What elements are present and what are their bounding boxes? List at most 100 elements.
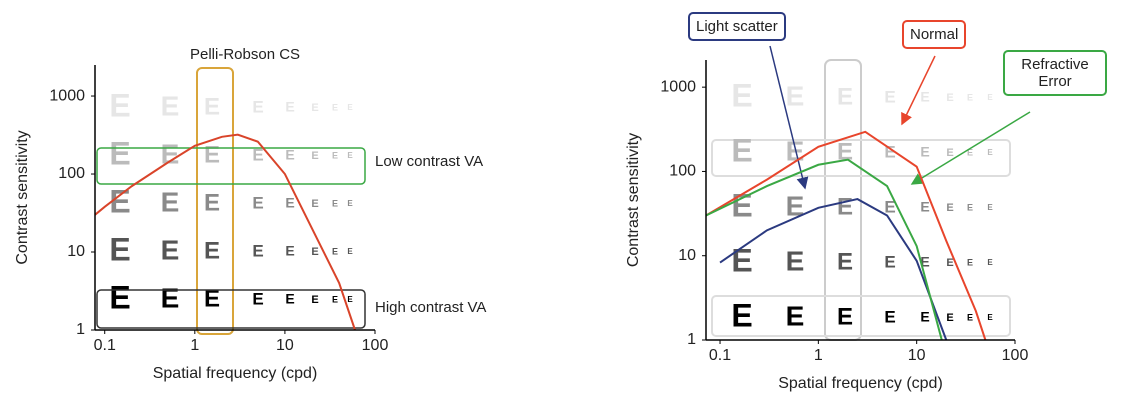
chart-letter: E — [731, 77, 752, 113]
chart-letter: E — [967, 257, 973, 267]
chart-letter: E — [161, 90, 180, 121]
chart-letter: E — [731, 187, 752, 223]
chart-letter: E — [347, 103, 353, 112]
chart-letter: E — [731, 132, 752, 168]
chart-letter: E — [311, 102, 318, 114]
chart-letter: E — [967, 92, 973, 102]
chart-letter: E — [109, 135, 130, 171]
chart-letter: E — [347, 295, 353, 304]
chart-letter: E — [204, 93, 220, 120]
chart-letter: E — [786, 245, 805, 276]
y-tick-label: 1000 — [49, 87, 85, 104]
chart-letter: E — [884, 307, 895, 326]
chart-letter: E — [332, 294, 338, 304]
chart-letter: E — [987, 93, 993, 102]
chart-letter: E — [252, 193, 263, 212]
chart-letter: E — [285, 147, 294, 163]
annotation: Refractive Error — [1003, 50, 1107, 96]
x-axis-label: Spatial frequency (cpd) — [778, 375, 943, 392]
chart-letter: E — [967, 202, 973, 212]
y-tick-label: 1 — [687, 331, 696, 348]
chart-letter: E — [786, 80, 805, 111]
chart-letter: E — [161, 234, 180, 265]
chart-letter: E — [252, 241, 263, 260]
arrow — [902, 56, 935, 124]
chart-letter: E — [987, 258, 993, 267]
annotation: Normal — [902, 20, 966, 49]
y-tick-label: 10 — [67, 243, 85, 260]
arrow — [912, 112, 1030, 184]
annotation: Light scatter — [688, 12, 786, 41]
high-contrast-box — [97, 290, 365, 328]
chart-canvas: EEEEEEEEEEEEEEEEEEEEEEEEEEEEEEEEEEEEEEEE… — [0, 0, 1125, 407]
chart-letter: E — [347, 247, 353, 256]
annotation: Low contrast VA — [375, 153, 483, 170]
x-tick-label: 1 — [190, 337, 199, 354]
low-contrast-box — [97, 148, 365, 184]
curve — [720, 199, 946, 340]
chart-letter: E — [987, 203, 993, 212]
x-tick-label: 0.1 — [94, 337, 116, 354]
chart-letter: E — [204, 237, 220, 264]
chart-letter: E — [920, 144, 929, 160]
chart-letter: E — [204, 141, 220, 168]
chart-letter: E — [311, 150, 318, 162]
chart-letter: E — [837, 248, 853, 275]
chart-letter: E — [837, 303, 853, 330]
chart-letter: E — [946, 92, 953, 104]
chart-letter: E — [285, 195, 294, 211]
chart-letter: E — [109, 231, 130, 267]
chart-letter: E — [946, 257, 953, 269]
chart-letter: E — [946, 147, 953, 159]
chart-letter: E — [347, 199, 353, 208]
chart-letter: E — [884, 87, 895, 106]
chart-letter: E — [987, 313, 993, 322]
chart-letter: E — [920, 89, 929, 105]
chart-letter: E — [161, 186, 180, 217]
y-axis-label: Contrast sensitivity — [14, 130, 31, 264]
y-tick-label: 100 — [669, 163, 696, 180]
chart-letter: E — [332, 246, 338, 256]
chart-letter: E — [920, 199, 929, 215]
x-tick-label: 0.1 — [709, 347, 731, 364]
chart-letter: E — [285, 291, 294, 307]
chart-letter: E — [332, 102, 338, 112]
chart-letter: E — [837, 83, 853, 110]
chart-letter: E — [946, 202, 953, 214]
chart-letter: E — [311, 198, 318, 210]
chart-letter: E — [204, 189, 220, 216]
chart-letter: E — [311, 294, 318, 306]
chart-letter: E — [311, 246, 318, 258]
x-tick-label: 1 — [814, 347, 823, 364]
chart-letter: E — [837, 193, 853, 220]
x-tick-label: 100 — [362, 337, 389, 354]
chart-letter: E — [946, 312, 953, 324]
x-tick-label: 100 — [1002, 347, 1029, 364]
chart-letter: E — [109, 87, 130, 123]
chart-letter: E — [285, 243, 294, 259]
annotation: High contrast VA — [375, 299, 486, 316]
chart-letter: E — [786, 300, 805, 331]
chart-letter: E — [347, 151, 353, 160]
chart-letter: E — [884, 252, 895, 271]
figure: EEEEEEEEEEEEEEEEEEEEEEEEEEEEEEEEEEEEEEEE… — [0, 0, 1125, 407]
y-tick-label: 100 — [58, 165, 85, 182]
chart-letter: E — [252, 289, 263, 308]
chart-letter: E — [161, 282, 180, 313]
y-axis-label: Contrast sensitivity — [625, 133, 642, 267]
x-tick-label: 10 — [908, 347, 926, 364]
chart-letter: E — [967, 312, 973, 322]
annotation: Pelli-Robson CS — [190, 46, 300, 63]
y-tick-label: 10 — [678, 247, 696, 264]
chart-letter: E — [920, 309, 929, 325]
y-tick-label: 1 — [76, 321, 85, 338]
chart-letter: E — [252, 97, 263, 116]
chart-letter: E — [332, 198, 338, 208]
x-tick-label: 10 — [276, 337, 294, 354]
chart-letter: E — [332, 150, 338, 160]
chart-letter: E — [786, 190, 805, 221]
y-tick-label: 1000 — [660, 78, 696, 95]
x-axis-label: Spatial frequency (cpd) — [153, 365, 318, 382]
chart-letter: E — [285, 99, 294, 115]
chart-letter: E — [987, 148, 993, 157]
